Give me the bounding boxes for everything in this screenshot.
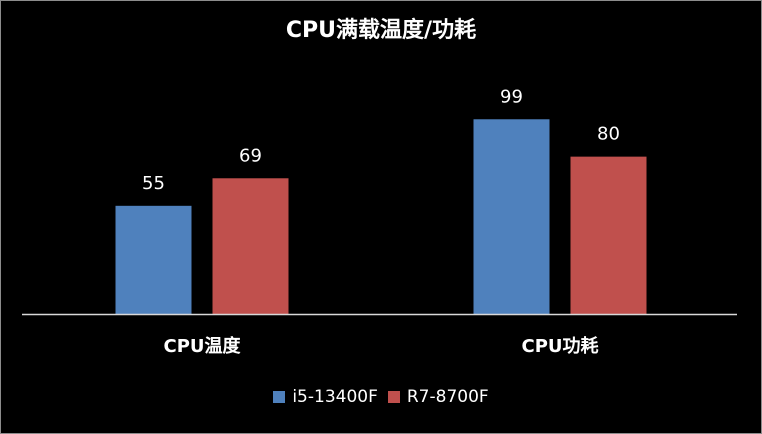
legend-item-series-2: R7-8700F <box>387 387 489 407</box>
legend-swatch-series-2 <box>387 391 400 403</box>
bar-1-1 <box>115 205 192 314</box>
legend-swatch-series-1 <box>273 391 286 403</box>
legend-label-series-1: i5-13400F <box>292 387 378 407</box>
chart-legend: i5-13400F R7-8700F <box>0 387 762 407</box>
bar-1-2 <box>473 119 550 314</box>
bar-2-1 <box>212 178 289 314</box>
legend-label-series-2: R7-8700F <box>406 387 489 407</box>
data-label-2-2: 80 <box>597 124 620 145</box>
data-label-2-1: 69 <box>239 145 262 166</box>
legend-item-series-1: i5-13400F <box>273 387 378 407</box>
chart-title: CPU满载温度/功耗 <box>285 18 477 43</box>
data-label-1-2: 99 <box>500 86 523 107</box>
bar-2-2 <box>570 156 647 314</box>
category-label-2: CPU功耗 <box>521 335 598 357</box>
data-label-1-1: 55 <box>142 173 165 194</box>
category-label-1: CPU温度 <box>163 335 241 357</box>
